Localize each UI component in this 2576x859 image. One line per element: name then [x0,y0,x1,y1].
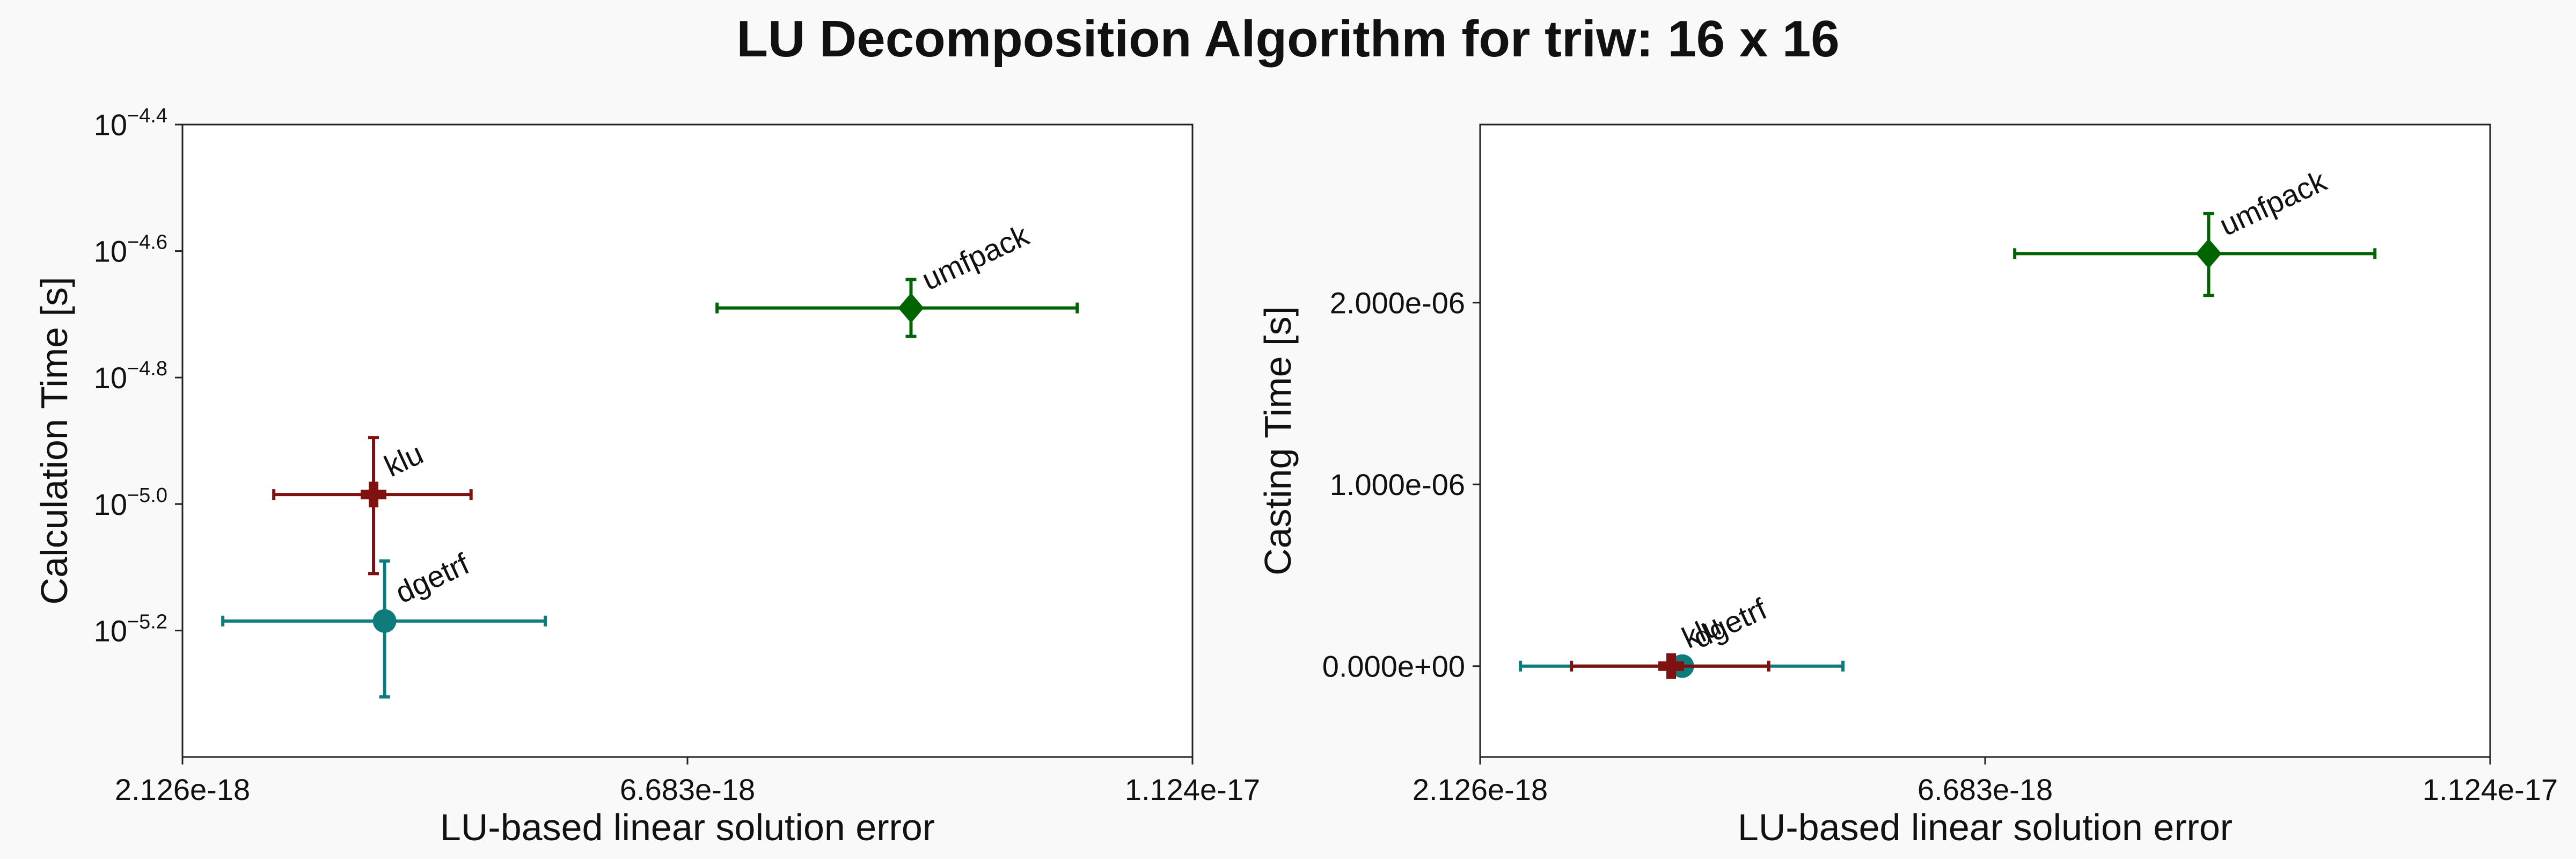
cross-marker [368,482,378,508]
y-tick-label: 2.000e-06 [1330,286,1465,320]
x-tick-label: 6.683e-18 [1918,773,2053,806]
x-tick-label: 2.126e-18 [1413,773,1548,806]
y-axis-label: Calculation Time [s] [33,277,75,605]
x-tick-label: 1.124e-17 [2423,773,2558,806]
diamond-marker [2196,238,2222,269]
y-tick-label: 10−4.6 [94,231,167,268]
y-tick-label: 0.000e+00 [1322,650,1465,683]
x-tick-label: 6.683e-18 [620,773,755,806]
y-tick-label: 10−4.4 [94,105,167,142]
x-axis-label: LU-based linear solution error [440,806,935,848]
figure-title: LU Decomposition Algorithm for triw: 16 … [736,10,1839,68]
y-tick-label: 10−4.8 [94,358,167,395]
y-tick-label: 10−5.2 [94,610,167,647]
circle-marker [372,609,397,633]
y-axis-label: Casting Time [s] [1257,306,1299,576]
plot-frame [181,123,1194,758]
calculation-time-panel: 2.126e-18 6.683e-18 1.124e-17 10−5.2 10−5.0 1… [33,105,1260,848]
plot-frame [1479,123,2491,758]
x-axis-label: LU-based linear solution error [1738,806,2233,848]
y-tick-label: 1.000e-06 [1330,468,1465,501]
x-tick-label: 1.124e-17 [1125,773,1260,806]
casting-time-panel: 2.126e-18 6.683e-18 1.124e-17 0.000e+00 1.00… [1257,123,2558,848]
x-tick-label: 2.126e-18 [115,773,250,806]
cross-marker [1666,653,1676,679]
y-tick-label: 10−5.0 [94,484,167,521]
diamond-marker [898,293,924,323]
